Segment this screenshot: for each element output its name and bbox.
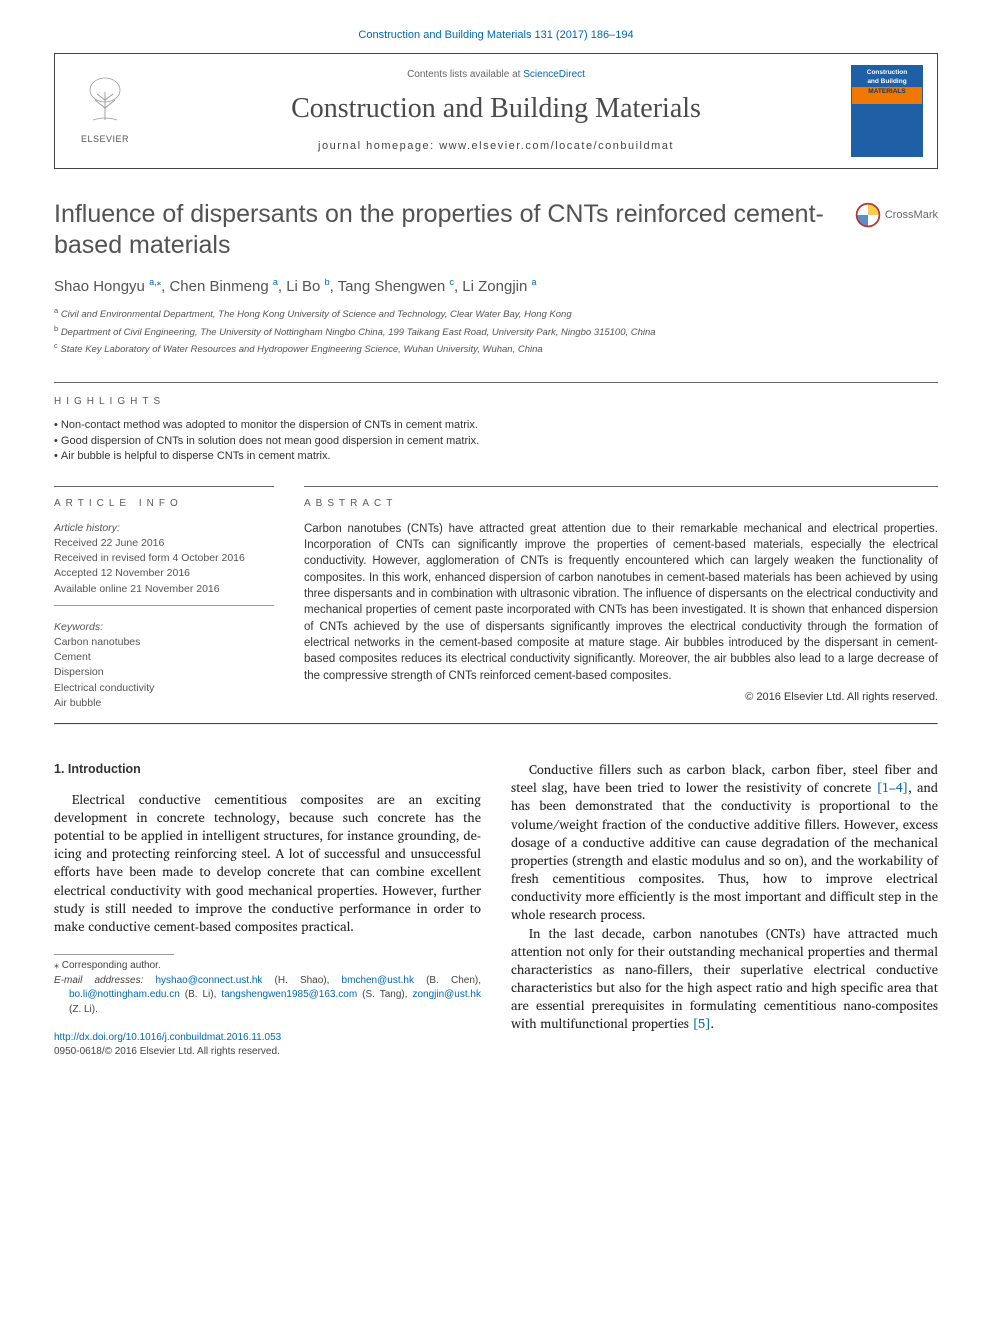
cover-line-1: Construction: [867, 69, 907, 78]
author-4-aff: c: [449, 277, 454, 287]
contents-prefix: Contents lists available at: [407, 69, 523, 80]
history-label: Article history:: [54, 521, 274, 536]
email-label: E-mail addresses:: [54, 975, 156, 986]
keyword-3: Dispersion: [54, 665, 274, 680]
sciencedirect-link[interactable]: ScienceDirect: [523, 69, 585, 80]
doi-link[interactable]: http://dx.doi.org/10.1016/j.conbuildmat.…: [54, 1032, 281, 1043]
email-2[interactable]: bmchen@ust.hk: [342, 975, 414, 986]
body-p3a: In the last decade, carbon nanotubes (CN…: [511, 923, 938, 1035]
aff-a-sup: a: [54, 306, 58, 315]
corresponding-footnote: ⁎ Corresponding author. E-mail addresses…: [54, 954, 481, 1017]
journal-title: Construction and Building Materials: [291, 90, 701, 129]
section-1-heading: 1. Introduction: [54, 761, 481, 779]
crossmark-badge[interactable]: CrossMark: [855, 199, 938, 231]
homepage-prefix: journal homepage:: [318, 140, 439, 152]
cover-line-3: MATERIALS: [852, 87, 922, 98]
keyword-4: Electrical conductivity: [54, 681, 274, 696]
body-p3: In the last decade, carbon nanotubes (CN…: [511, 925, 938, 1034]
journal-homepage-line: journal homepage: www.elsevier.com/locat…: [318, 139, 674, 154]
highlight-1: Non-contact method was adopted to monito…: [54, 418, 938, 433]
author-3-aff: b: [325, 277, 330, 287]
history-accepted: Accepted 12 November 2016: [54, 566, 274, 581]
homepage-url: www.elsevier.com/locate/conbuildmat: [439, 140, 674, 152]
history-revised: Received in revised form 4 October 2016: [54, 551, 274, 566]
email-5-name: (Z. Li).: [69, 1004, 98, 1015]
doi-block: http://dx.doi.org/10.1016/j.conbuildmat.…: [54, 1031, 481, 1059]
cover-line-2: and Building: [867, 78, 906, 87]
highlights-list: Non-contact method was adopted to monito…: [54, 418, 938, 464]
body-p2a: Conductive fillers such as carbon black,…: [511, 759, 938, 798]
contents-available-line: Contents lists available at ScienceDirec…: [407, 68, 585, 82]
author-list: Shao Hongyu a,⁎, Chen Binmeng a, Li Bo b…: [54, 276, 938, 298]
email-3-name: (B. Li),: [180, 989, 222, 1000]
affiliations: a Civil and Environmental Department, Th…: [54, 305, 938, 357]
aff-a: Civil and Environmental Department, The …: [61, 310, 572, 321]
author-2-aff: a: [273, 277, 278, 287]
keyword-5: Air bubble: [54, 696, 274, 711]
highlights-rule: [54, 382, 938, 383]
abstract-rule: [304, 486, 938, 487]
highlight-3: Air bubble is helpful to disperse CNTs i…: [54, 449, 938, 464]
publisher-name: ELSEVIER: [81, 133, 129, 145]
keyword-1: Carbon nanotubes: [54, 635, 274, 650]
article-info-column: article info Article history: Received 2…: [54, 486, 274, 711]
issn-copyright: 0950-0618/© 2016 Elsevier Ltd. All right…: [54, 1046, 280, 1057]
body-p3b: .: [711, 1013, 715, 1034]
crossmark-label: CrossMark: [885, 208, 938, 223]
body-p1: Electrical conductive cementitious compo…: [54, 791, 481, 936]
publisher-logo: ELSEVIER: [55, 54, 155, 168]
top-citation: Construction and Building Materials 131 …: [54, 28, 938, 43]
email-1-name: (H. Shao),: [262, 975, 341, 986]
cite-5[interactable]: [5]: [693, 1013, 711, 1034]
author-3: Li Bo: [286, 278, 320, 295]
crossmark-icon: [855, 202, 881, 228]
info-mid-rule: [54, 605, 274, 606]
info-rule: [54, 486, 274, 487]
author-5-aff: a: [532, 277, 537, 287]
highlights-label: highlights: [54, 395, 938, 409]
journal-masthead: ELSEVIER Contents lists available at Sci…: [54, 53, 938, 169]
aff-c: State Key Laboratory of Water Resources …: [60, 344, 542, 355]
section-1-title: Introduction: [68, 762, 141, 776]
aff-c-sup: c: [54, 341, 58, 350]
email-3[interactable]: bo.li@nottingham.edu.cn: [69, 989, 180, 1000]
author-5: Li Zongjin: [462, 278, 527, 295]
article-body: 1. Introduction Electrical conductive ce…: [54, 761, 938, 1059]
history-received: Received 22 June 2016: [54, 536, 274, 551]
section-1-num: 1.: [54, 762, 68, 776]
elsevier-tree-icon: [81, 76, 129, 131]
keywords-label: Keywords:: [54, 620, 274, 635]
journal-cover-thumb: Construction and Building MATERIALS: [837, 54, 937, 168]
abstract-label: abstract: [304, 497, 938, 511]
keyword-2: Cement: [54, 650, 274, 665]
author-1-aff: a,: [149, 277, 157, 287]
email-4[interactable]: tangshengwen1985@163.com: [221, 989, 357, 1000]
abstract-bottom-rule: [54, 723, 938, 725]
aff-b: Department of Civil Engineering, The Uni…: [61, 327, 656, 338]
article-title: Influence of dispersants on the properti…: [54, 199, 855, 262]
author-4: Tang Shengwen: [338, 278, 446, 295]
body-p2b: , and has been demonstrated that the con…: [511, 777, 938, 925]
author-1-corr: ⁎: [157, 277, 162, 287]
email-2-name: (B. Chen),: [414, 975, 481, 986]
email-5[interactable]: zongjin@ust.hk: [412, 989, 481, 1000]
aff-b-sup: b: [54, 324, 58, 333]
abstract-column: abstract Carbon nanotubes (CNTs) have at…: [304, 486, 938, 711]
highlight-2: Good dispersion of CNTs in solution does…: [54, 434, 938, 449]
email-4-name: (S. Tang),: [357, 989, 412, 1000]
abstract-copyright: © 2016 Elsevier Ltd. All rights reserved…: [304, 690, 938, 705]
corr-author-label: ⁎ Corresponding author.: [54, 959, 481, 974]
article-info-label: article info: [54, 497, 274, 511]
history-online: Available online 21 November 2016: [54, 582, 274, 597]
email-1[interactable]: hyshao@connect.ust.hk: [156, 975, 263, 986]
body-p2: Conductive fillers such as carbon black,…: [511, 761, 938, 924]
author-1: Shao Hongyu: [54, 278, 145, 295]
abstract-text: Carbon nanotubes (CNTs) have attracted g…: [304, 521, 938, 684]
author-2: Chen Binmeng: [169, 278, 268, 295]
